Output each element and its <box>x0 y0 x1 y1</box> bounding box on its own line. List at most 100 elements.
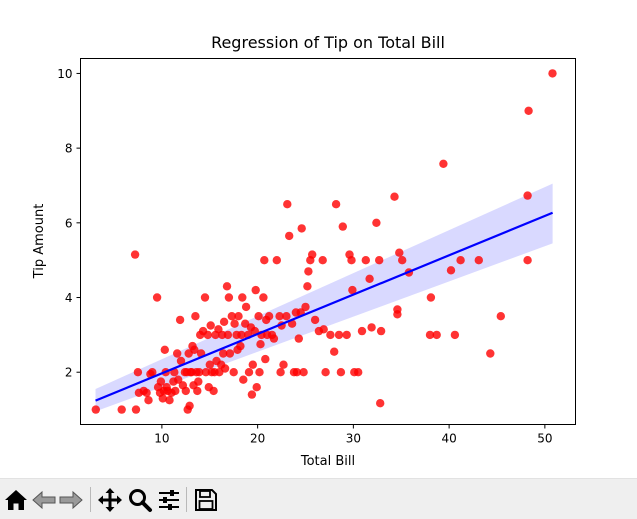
data-point <box>91 405 101 414</box>
data-point <box>171 386 180 396</box>
data-point <box>319 325 328 334</box>
data-point <box>259 293 268 302</box>
data-point <box>191 312 200 321</box>
data-point <box>285 231 294 241</box>
data-point <box>336 368 346 377</box>
data-point <box>275 312 284 321</box>
data-point <box>225 349 235 358</box>
back-button[interactable] <box>31 487 57 513</box>
data-point <box>376 326 386 336</box>
data-point <box>446 266 456 275</box>
data-point <box>200 293 210 302</box>
x-tick-label: 40 <box>441 432 456 446</box>
data-point <box>234 312 243 321</box>
toolbar-separator <box>90 487 91 512</box>
plot-area <box>91 69 557 414</box>
home-button[interactable] <box>3 487 29 513</box>
zoom-icon <box>129 489 152 512</box>
data-point <box>348 285 357 295</box>
data-point <box>165 396 174 405</box>
configure-subplots-button[interactable] <box>156 487 182 513</box>
data-point <box>247 390 257 399</box>
data-point <box>194 377 203 386</box>
data-point <box>292 368 302 377</box>
data-point <box>279 360 288 369</box>
data-point <box>395 248 404 257</box>
y-tick-label: 8 <box>65 142 73 156</box>
save-button[interactable] <box>193 487 219 513</box>
data-point <box>331 200 341 209</box>
data-point <box>376 399 385 408</box>
data-point <box>474 256 483 265</box>
data-point <box>272 256 281 265</box>
data-point <box>117 405 126 414</box>
data-point <box>220 364 230 373</box>
data-point <box>256 340 265 349</box>
axes: 10 20 30 40 50 2 4 6 8 10 <box>57 67 552 446</box>
navigation-toolbar <box>0 478 637 519</box>
toolbar-separator <box>186 487 187 512</box>
forward-icon <box>59 490 83 510</box>
data-point <box>269 334 279 343</box>
data-point <box>367 323 376 332</box>
chart-title: Regression of Tip on Total Bill <box>211 33 445 52</box>
data-point <box>523 256 532 265</box>
y-tick-label: 4 <box>65 291 73 305</box>
data-point <box>523 191 532 200</box>
data-point <box>357 326 367 336</box>
data-point <box>205 360 214 369</box>
data-point <box>185 401 194 410</box>
data-point <box>229 368 238 377</box>
axes-frame <box>80 58 576 425</box>
data-point <box>248 360 257 369</box>
data-point <box>144 396 153 405</box>
data-point <box>201 368 211 377</box>
regression-line <box>95 211 554 402</box>
data-point <box>260 256 269 265</box>
configure-icon <box>159 490 179 510</box>
data-point <box>254 312 263 321</box>
data-point <box>330 347 339 356</box>
data-point <box>236 341 245 351</box>
pan-button[interactable] <box>97 487 123 513</box>
data-point <box>176 356 186 366</box>
data-point <box>372 218 381 227</box>
data-point <box>175 315 185 325</box>
data-point <box>203 330 212 340</box>
data-point <box>425 330 435 340</box>
data-point <box>303 282 312 291</box>
data-point <box>301 302 310 312</box>
data-point <box>193 386 202 396</box>
data-point <box>152 293 162 302</box>
data-point <box>304 267 313 276</box>
data-point <box>156 377 166 386</box>
back-icon <box>32 490 56 510</box>
save-icon <box>195 489 217 511</box>
data-point <box>426 293 436 302</box>
data-point <box>321 368 330 377</box>
data-point <box>524 106 533 116</box>
data-point <box>181 386 190 396</box>
forward-button[interactable] <box>58 487 84 513</box>
data-point <box>190 345 199 354</box>
y-tick-label: 2 <box>65 366 73 380</box>
data-point <box>237 330 246 340</box>
data-point <box>133 368 143 377</box>
data-point <box>174 375 183 384</box>
data-point <box>282 312 291 321</box>
data-point <box>354 368 363 377</box>
data-point <box>308 250 317 259</box>
data-point <box>398 256 407 265</box>
data-point <box>230 319 239 328</box>
data-point <box>142 388 151 397</box>
data-point <box>224 293 234 302</box>
data-point <box>297 224 306 233</box>
data-point <box>361 256 370 265</box>
data-point <box>342 330 351 340</box>
data-point <box>252 383 261 392</box>
data-point <box>393 305 402 314</box>
confidence-band <box>95 183 553 412</box>
zoom-button[interactable] <box>127 487 153 513</box>
data-point <box>209 386 218 396</box>
data-point <box>223 330 233 340</box>
